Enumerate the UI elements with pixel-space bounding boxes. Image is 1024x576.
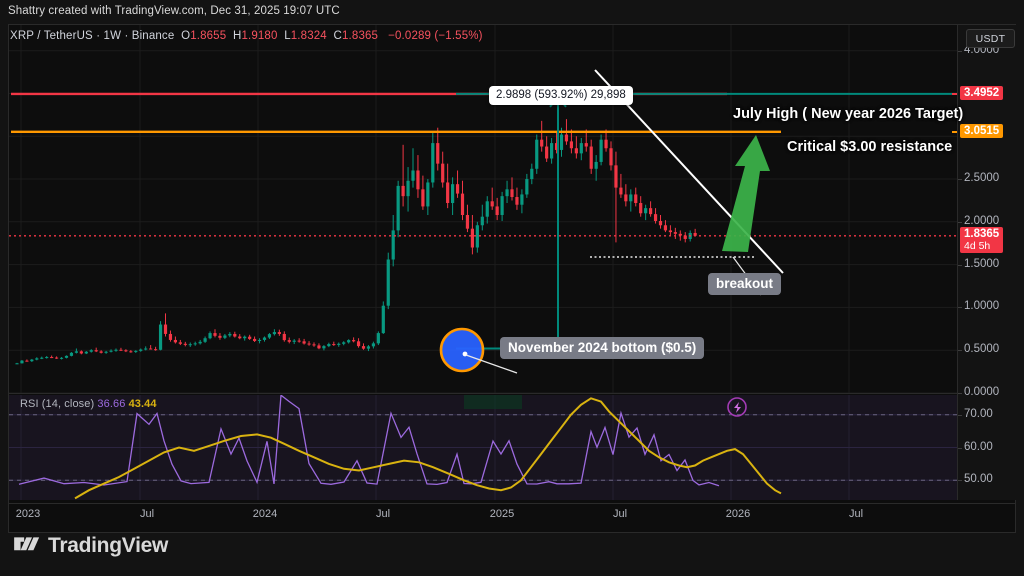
price-tick-dash — [958, 393, 962, 394]
legend-sep-2: · — [121, 30, 132, 42]
july-high-badge[interactable]: 3.4952 — [960, 85, 1004, 100]
price-tick-0-0000: 0.0000 — [964, 386, 1000, 398]
rsi-legend[interactable]: RSI (14, close) 36.66 43.44 — [20, 398, 157, 410]
price-tick-dash — [958, 179, 962, 180]
rsi-tick-70: 70.00 — [964, 407, 993, 420]
rsi-tick-60: 60.00 — [964, 440, 993, 453]
legend-change: −0.0289 (−1.55%) — [388, 30, 483, 42]
tradingview-logo: TradingView — [14, 534, 168, 558]
rsi-plot-svg — [9, 395, 957, 500]
last-price-badge-value: 1.8365 — [964, 227, 1000, 240]
price-tick-2-5000: 2.5000 — [964, 172, 1000, 185]
currency-badge[interactable]: USDT — [966, 29, 1015, 48]
price-tick-dash — [958, 51, 962, 52]
rsi-title: RSI (14, close) — [20, 398, 95, 410]
legend-high-value: 1.9180 — [241, 30, 278, 42]
rsi-pane[interactable]: RSI (14, close) 36.66 43.44 — [9, 395, 957, 500]
legend-high-key: H — [232, 30, 242, 42]
july-high-badge-value: 3.4952 — [964, 86, 1000, 99]
legend-interval[interactable]: 1W — [103, 30, 122, 42]
attribution-text: Shattry created with TradingView.com, De… — [8, 5, 340, 17]
time-tick-2023: 2023 — [15, 508, 41, 520]
price-tick-dash — [958, 222, 962, 223]
critical-resistance-badge-value: 3.0515 — [964, 124, 1000, 137]
plot-area[interactable]: RSI (14, close) 36.66 43.44 — [9, 25, 957, 500]
legend-close-key: C — [333, 30, 343, 42]
tradingview-mark-icon — [14, 537, 40, 551]
last-price-badge[interactable]: 1.8365 4d 5h — [960, 226, 1004, 253]
time-tick-jul: Jul — [612, 508, 628, 520]
price-candles-svg — [9, 25, 957, 393]
measure-tooltip: 2.9898 (593.92%) 29,898 — [489, 86, 633, 105]
pane-separator — [9, 393, 957, 394]
price-tick-1-5000: 1.5000 — [964, 257, 1000, 270]
price-tick-dash — [958, 307, 962, 308]
legend-sep-1: · — [92, 30, 104, 42]
legend-low-key: L — [284, 30, 291, 42]
price-tick-0-5000: 0.5000 — [964, 343, 1000, 356]
rsi-tick-dash — [958, 480, 962, 481]
critical-resistance-badge[interactable]: 3.0515 — [960, 123, 1004, 138]
tradingview-wordmark: TradingView — [48, 534, 169, 557]
price-tick-1-0000: 1.0000 — [964, 300, 1000, 313]
legend-symbol[interactable]: XRP / TetherUS — [10, 30, 93, 42]
july-high-label: July High ( New year 2026 Target) — [733, 106, 964, 122]
rsi-value: 36.66 — [97, 398, 126, 410]
rsi-tick-dash — [958, 448, 962, 449]
chart-legend[interactable]: XRP / TetherUS · 1W · Binance O1.8655 H1… — [10, 30, 483, 42]
price-tick-dash — [958, 265, 962, 266]
time-tick-jul: Jul — [375, 508, 391, 520]
legend-open-key: O — [181, 30, 191, 42]
legend-close-value: 1.8365 — [342, 30, 379, 42]
breakout-callout: breakout — [708, 273, 782, 295]
rsi-tick-50: 50.00 — [964, 473, 993, 486]
time-tick-2025: 2025 — [489, 508, 515, 520]
critical-resistance-label: Critical $3.00 resistance — [787, 139, 953, 155]
legend-open-value: 1.8655 — [190, 30, 227, 42]
november-bottom-callout: November 2024 bottom ($0.5) — [500, 337, 705, 359]
time-tick-jul: Jul — [848, 508, 864, 520]
time-axis[interactable]: 2023 Jul 2024 Jul 2025 Jul 2026 Jul — [8, 503, 1016, 529]
price-pane[interactable] — [9, 25, 957, 393]
rsi-ma-value: 43.44 — [128, 398, 157, 410]
time-tick-jul: Jul — [139, 508, 155, 520]
last-price-badge-countdown: 4d 5h — [964, 239, 991, 252]
july-high-connector — [952, 92, 957, 95]
price-axis[interactable]: 4.0000 2.5000 2.0000 1.5000 1.0000 0.5000 0.00… — [957, 25, 1016, 500]
price-tick-2-0000: 2.0000 — [964, 214, 1000, 227]
legend-exchange[interactable]: Binance — [131, 30, 175, 42]
time-tick-2026: 2026 — [725, 508, 751, 520]
legend-low-value: 1.8324 — [290, 30, 327, 42]
time-tick-2024: 2024 — [252, 508, 278, 520]
rsi-tick-dash — [958, 415, 962, 416]
critical-resistance-connector — [952, 130, 957, 133]
price-tick-dash — [958, 350, 962, 351]
